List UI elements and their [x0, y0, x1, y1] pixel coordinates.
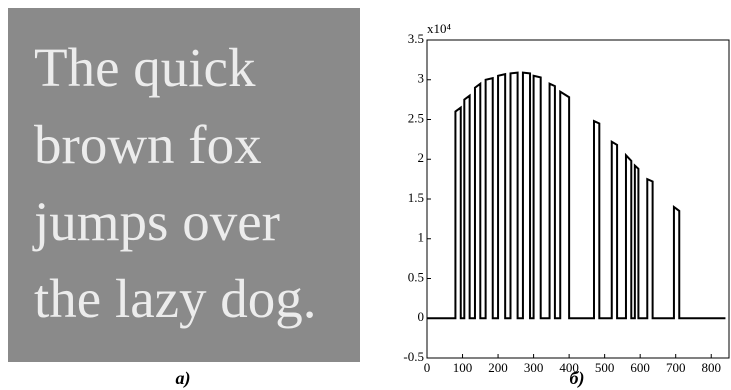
x-tick-label: 500 — [595, 360, 615, 375]
x-tick-label: 700 — [666, 360, 686, 375]
y-tick-label: 3.5 — [408, 31, 424, 46]
image-text: brown fox — [34, 114, 262, 175]
figure: The quick brown fox jumps over the lazy … — [0, 0, 731, 390]
y-tick-label: 2.5 — [408, 110, 424, 125]
y-tick-label: 0 — [418, 309, 425, 324]
x-tick-label: 100 — [453, 360, 473, 375]
x-tick-label: 600 — [630, 360, 650, 375]
caption: а) — [176, 368, 191, 389]
x-tick-label: 400 — [559, 360, 579, 375]
y-tick-label: 2 — [418, 150, 425, 165]
line-series — [427, 73, 725, 319]
y-tick-label: 1 — [418, 230, 425, 245]
x-tick-label: 200 — [488, 360, 508, 375]
image-text: The quick — [34, 37, 256, 98]
image-text: jumps over — [32, 191, 280, 252]
x-tick-label: 300 — [524, 360, 544, 375]
y-tick-label: -0.5 — [403, 349, 424, 364]
axis-multiplier: x10⁴ — [427, 21, 452, 36]
y-tick-label: 1.5 — [408, 190, 424, 205]
x-tick-label: 800 — [701, 360, 721, 375]
x-tick-label: 0 — [424, 360, 431, 375]
y-tick-label: 0.5 — [408, 269, 424, 284]
y-tick-label: 3 — [418, 71, 425, 86]
image-text: the lazy dog. — [34, 268, 317, 329]
plot-frame — [427, 40, 729, 358]
